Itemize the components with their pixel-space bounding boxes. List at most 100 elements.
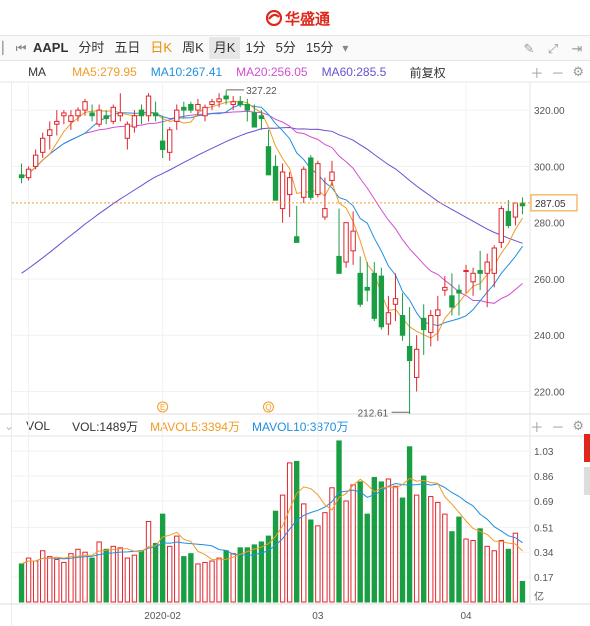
volume-bar	[117, 547, 123, 603]
candle-body	[357, 272, 363, 305]
candle-body	[230, 101, 236, 106]
tab-7[interactable]: 15分	[305, 40, 334, 55]
last-price-label: 287.05	[535, 199, 566, 210]
candle-body	[124, 123, 131, 139]
candle-body	[96, 109, 102, 125]
volume-bar	[202, 561, 208, 603]
settings-icon[interactable]: ⚙	[572, 64, 584, 79]
volume-bar	[244, 547, 250, 603]
expand-icon[interactable]: ⤢	[547, 41, 559, 56]
volume-bar	[491, 550, 497, 603]
volume-bar	[258, 541, 265, 603]
candle-body	[181, 106, 187, 111]
vol-label[interactable]: VOL	[26, 419, 51, 433]
candle-body	[294, 236, 300, 243]
minus-icon[interactable]: －	[551, 419, 565, 435]
candle-body	[477, 270, 483, 274]
event-marker-text: Q	[265, 403, 271, 412]
candle-body	[406, 345, 413, 362]
candle-body	[103, 115, 109, 120]
tab-6[interactable]: 5分	[275, 40, 296, 55]
volume-bar	[449, 531, 455, 603]
volume-bar	[47, 556, 53, 603]
add-icon[interactable]: ＋	[530, 65, 544, 81]
tab-3[interactable]: 周K	[182, 40, 204, 55]
candle-body	[435, 309, 441, 317]
candle-body	[68, 115, 74, 122]
high-label: 327.22	[246, 86, 277, 97]
candle-body	[413, 348, 420, 378]
volume-bar	[40, 550, 46, 603]
volume-bar	[181, 556, 187, 603]
event-marker-text: E	[160, 403, 165, 412]
candle-body	[399, 315, 406, 336]
right-side-tab[interactable]	[584, 434, 590, 462]
candle-body	[159, 140, 166, 151]
volume-bar	[131, 554, 138, 603]
sidebar-toggle-icon[interactable]: ▏	[2, 41, 12, 55]
candle-body	[336, 255, 342, 274]
candle-body	[237, 101, 243, 106]
volume-bar	[18, 563, 25, 603]
adjust-mode[interactable]: 前复权	[409, 65, 446, 80]
volume-bar	[428, 496, 434, 603]
ma60-value: MA60:285.5	[321, 65, 387, 79]
candle-body	[167, 129, 173, 153]
candle-body	[89, 112, 95, 117]
candle-body	[371, 272, 377, 319]
candle-body	[343, 222, 349, 263]
vol-tick-label: 0.69	[534, 497, 554, 508]
volume-bar	[138, 550, 145, 603]
pencil-icon[interactable]: ✎	[523, 41, 535, 56]
ma-header-controls: ＋ － ⚙	[530, 62, 584, 82]
ma-label[interactable]: MA	[28, 65, 47, 79]
candle-body	[392, 298, 399, 305]
volume-bar	[413, 494, 420, 603]
add-icon[interactable]: ＋	[530, 419, 544, 435]
volume-bar	[371, 477, 377, 603]
first-page-icon[interactable]: ⏮	[15, 40, 27, 55]
right-side-tab-2[interactable]	[584, 467, 590, 495]
candle-body	[110, 106, 116, 122]
volume-bar	[336, 440, 342, 603]
last-price-box	[530, 194, 578, 212]
volume-bar	[435, 501, 441, 603]
candle-body	[470, 272, 476, 283]
volume-bar	[110, 545, 116, 603]
low-label: 212.61	[358, 408, 389, 419]
tab-5[interactable]: 1分	[245, 40, 266, 55]
settings-icon[interactable]: ⚙	[572, 418, 584, 433]
vol-tick-label: 1.03	[534, 447, 554, 458]
collapse-chevron-icon[interactable]: ⌄	[4, 419, 15, 433]
volume-bar	[174, 535, 180, 603]
candle-body	[251, 112, 258, 128]
price-tick-label: 300.00	[534, 162, 565, 173]
candle-body	[378, 275, 385, 328]
left-scroll-strip[interactable]	[0, 82, 12, 626]
minus-icon[interactable]: －	[551, 65, 565, 81]
candle-body	[463, 270, 469, 273]
period-tabs: 分时 五日 日K 周K 月K 1分 5分 15分	[73, 37, 338, 59]
collapse-right-icon[interactable]: ⇥	[571, 41, 583, 56]
brand-name: 华盛通	[285, 10, 331, 28]
tab-0[interactable]: 分时	[78, 40, 105, 55]
symbol-label[interactable]: AAPL	[33, 40, 69, 55]
volume-bar	[145, 520, 152, 603]
candle-body	[364, 286, 370, 291]
brand-logo: 华盛通	[266, 8, 330, 28]
tab-1[interactable]: 五日	[114, 40, 141, 55]
volume-bar	[350, 484, 356, 603]
tab-2[interactable]: 日K	[150, 40, 173, 55]
tab-4[interactable]: 月K	[208, 37, 241, 59]
candle-body	[195, 104, 201, 111]
chevron-down-icon[interactable]: ▾	[342, 41, 349, 55]
collapse-chevron-icon[interactable]: ⌄	[12, 65, 14, 79]
volume-bar	[498, 540, 504, 603]
brand-swirl-icon	[266, 10, 282, 26]
toolbar-right-icons: ✎ ⤢ ⇥	[520, 36, 586, 62]
candle-body	[152, 112, 159, 117]
time-tick-label: 03	[312, 611, 324, 622]
volume-bar	[519, 581, 526, 603]
